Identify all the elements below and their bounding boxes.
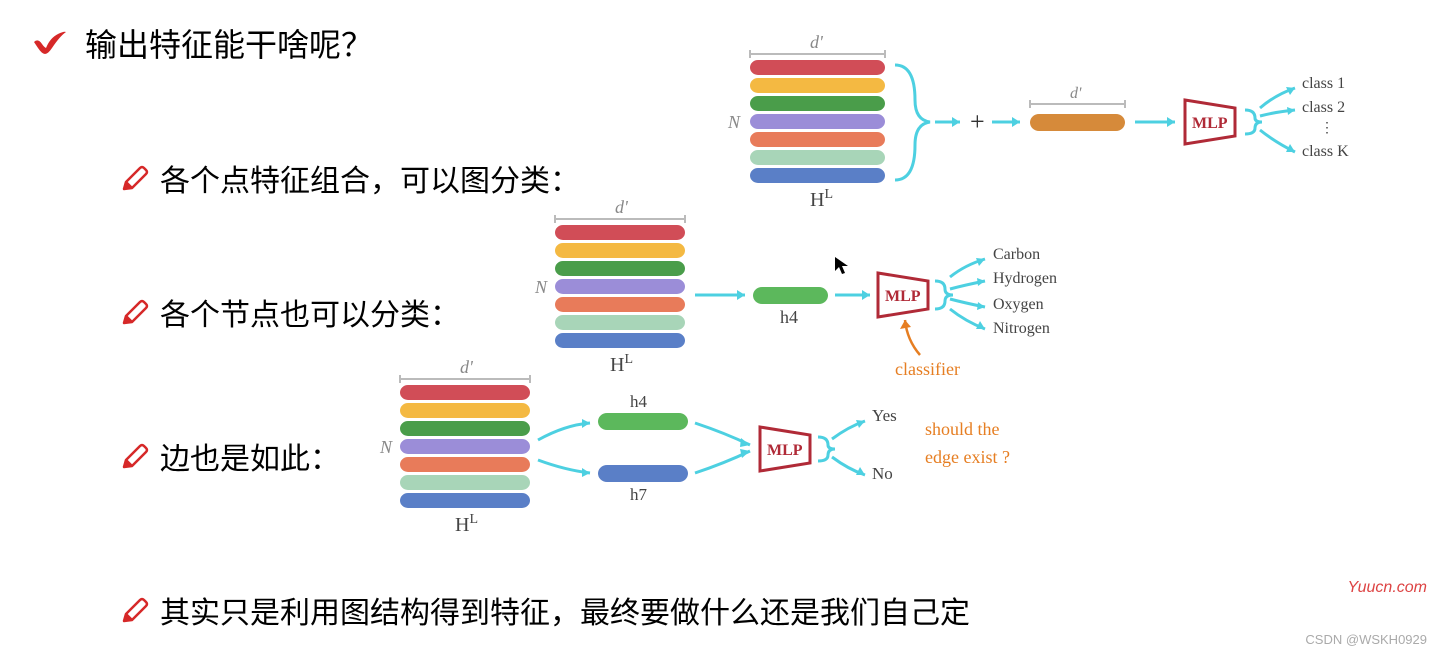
mlp-label-2: MLP <box>885 288 921 305</box>
bullet-4-text: 其实只是利用图结构得到特征，最终要做什么还是我们自己定 <box>160 588 970 632</box>
n-label-3: N <box>379 437 393 457</box>
plus-symbol: + <box>970 107 985 136</box>
nitrogen-label: Nitrogen <box>993 320 1050 337</box>
n-label-2: N <box>534 277 548 297</box>
dim-d-label-3: d' <box>615 197 629 217</box>
checkmark-icon <box>30 28 70 58</box>
diagram-graph-classification: d' N HL + d' MLP class 1 class 2 ⋮ class… <box>720 30 1440 210</box>
pencil-icon <box>120 297 150 327</box>
layer-stack-3 <box>400 385 530 508</box>
class1-label: class 1 <box>1302 75 1345 92</box>
title-text: 输出特征能干啥呢？ <box>85 20 373 66</box>
diagram-edge-classification: d' N HL h4 h7 MLP Yes No should the edge… <box>370 355 1150 545</box>
bullet-3-text: 边也是如此： <box>160 434 340 478</box>
classK-label: class K <box>1302 143 1349 160</box>
bullet-2-text: 各个节点也可以分类： <box>160 290 460 334</box>
edge-question-1: should the <box>925 419 1000 439</box>
dim-d-label-4: d' <box>460 357 474 377</box>
bullet-1-text: 各个点特征组合，可以图分类： <box>160 156 580 200</box>
oxygen-label: Oxygen <box>993 296 1044 313</box>
bullet-row-4: 其实只是利用图结构得到特征，最终要做什么还是我们自己定 <box>120 588 1417 632</box>
layer-stack-2 <box>555 225 685 348</box>
h4-label-edge: h4 <box>630 392 648 411</box>
n-label-1: N <box>727 112 741 132</box>
h4-pill-edge <box>598 413 688 430</box>
class2-label: class 2 <box>1302 99 1345 116</box>
h7-label-edge: h7 <box>630 485 648 504</box>
pencil-icon <box>120 441 150 471</box>
h4-label: h4 <box>780 307 798 327</box>
edge-question-2: edge exist ? <box>925 447 1010 467</box>
hl-label-3: HL <box>455 512 478 536</box>
hydrogen-label: Hydrogen <box>993 270 1057 287</box>
pencil-icon <box>120 163 150 193</box>
watermark-site: Yuucn.com <box>1348 579 1427 597</box>
carbon-label: Carbon <box>993 246 1040 263</box>
h7-pill-edge <box>598 465 688 482</box>
yes-label: Yes <box>872 406 897 425</box>
mlp-label-3: MLP <box>767 442 803 459</box>
h4-pill <box>753 287 828 304</box>
no-label: No <box>872 464 893 483</box>
layer-stack-1 <box>750 60 885 183</box>
mlp-label-1: MLP <box>1192 115 1228 132</box>
dim-d-label: d' <box>810 32 824 52</box>
brace-icon <box>895 65 930 180</box>
class-dots: ⋮ <box>1320 121 1334 136</box>
aggregated-pill <box>1030 114 1125 131</box>
dim-d-label-2: d' <box>1070 85 1082 102</box>
cursor-icon <box>835 257 848 274</box>
pencil-icon <box>120 595 150 625</box>
